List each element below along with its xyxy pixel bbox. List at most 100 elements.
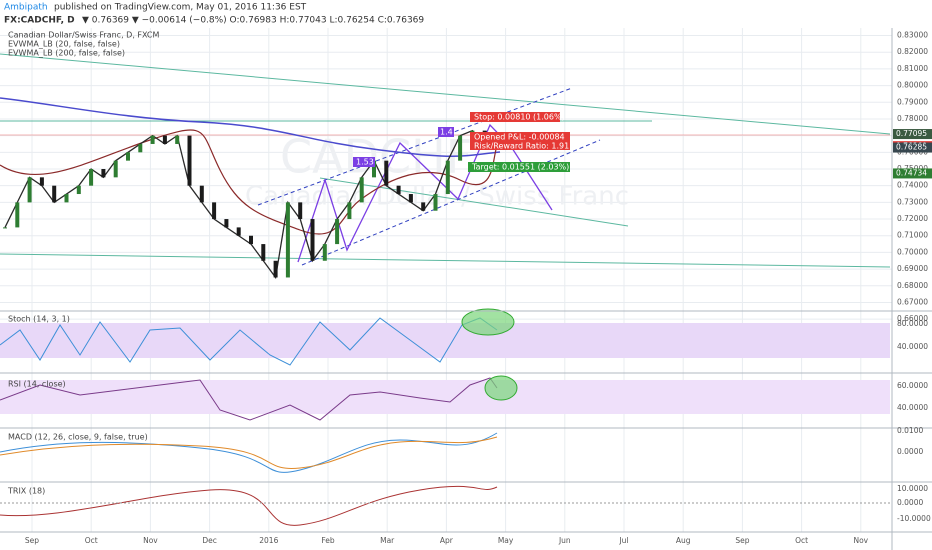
price-tag-label: 0.76285 [896,143,927,152]
indicator-label: Stoch (14, 3, 1) [8,315,70,324]
axis-label: 0.0000 [897,498,923,507]
price-tick-label: 0.73000 [897,197,928,206]
candle [89,169,94,186]
highlight [461,308,515,336]
target-label: Target: 0.01551 (2.03%) [471,163,569,172]
candle [212,202,217,220]
trend-line [0,53,891,135]
rsi-band [0,380,890,414]
rr-label: Risk/Reward Ratio: 1.91 [474,142,569,151]
time-label: Oct [795,536,808,545]
ratio-box [353,157,375,167]
indicator-panels [0,28,932,550]
price-tag [893,168,932,179]
price-tag [893,129,932,140]
candle [310,219,315,261]
candle [285,202,290,278]
price-tick-label: 0.83000 [897,31,928,40]
stoch-line [0,317,498,366]
rsi-line [0,377,498,421]
candle [396,185,401,195]
candle [126,152,130,161]
time-label: Sep [25,536,39,545]
candle [150,135,155,144]
evwma-200 [0,97,501,157]
time-label: May [498,536,514,545]
axis-label: -10.0000 [897,514,931,523]
target-box [468,162,570,172]
stop-label: Stop: 0.00810 (1.06%) [474,113,565,122]
candle [199,185,204,203]
price-line [4,129,498,280]
stoch-band [0,323,890,358]
price-tick-label: 0.70000 [897,247,928,256]
candle [408,194,413,203]
price-tag-label: 0.74734 [896,168,927,177]
time-label: Nov [143,536,158,545]
candle [162,135,167,144]
candle [15,202,20,228]
candle [359,177,364,203]
candle [261,244,266,261]
candle [372,160,376,178]
candle [347,202,352,220]
axis-label: 40.0000 [897,403,928,412]
time-label: Mar [380,536,395,545]
legend-item: EVWMA_LB (20, false, false) [8,40,120,49]
axis-label: 40.0000 [897,342,928,351]
axis-label: 80.0000 [897,319,928,328]
pnl-box [470,132,570,150]
candle [113,160,118,178]
axis-label: 0.0000 [897,447,923,456]
axis-label: 0.0100 [897,426,923,435]
time-label: Dec [202,536,217,545]
candle [458,135,463,161]
candle [433,194,438,211]
candle [249,235,253,245]
indicator-label: RSI (14, close) [8,380,66,389]
axis-label: 10.0000 [897,484,928,493]
ratio-box [438,127,454,137]
price-tick-label: 0.68000 [897,281,928,290]
candle [27,177,32,203]
price-tick-label: 0.81000 [897,64,928,73]
price-tag-label: 0.77095 [896,129,927,138]
candle [52,185,57,203]
highlight [484,375,518,401]
time-label: Feb [321,536,335,545]
candle [236,227,241,236]
pnl-label: Opened P&L: -0.00084 [474,133,565,142]
candle [322,244,327,261]
candle [64,194,69,203]
price-tick-label: 0.78000 [897,114,928,123]
candle [445,160,450,195]
author[interactable]: Ambipath [4,3,48,13]
price-series [3,129,499,280]
candle [3,227,7,229]
candle [298,202,303,220]
candle [175,135,180,144]
time-axis: Sep Oct Nov Dec 2016 Feb Mar Apr May Jun Jul Aug Sep… [25,536,869,545]
published: published on TradingView.com, May 01, 20… [54,3,307,13]
price-tick-label: 0.67000 [897,297,928,306]
symbol: FX:CADCHF, D [4,16,75,26]
signal-line [0,436,498,469]
candle [138,143,143,153]
price-tag [893,142,932,153]
candle [421,202,426,211]
time-label: Sep [735,536,749,545]
candle [39,177,44,186]
price-tick-label: 0.72000 [897,214,928,223]
indicator-label: MACD (12, 26, close, 9, false, true) [8,433,148,442]
price-tick-label: 0.79000 [897,97,928,106]
time-label: Jul [618,536,628,545]
ratio-label: 1.53 [356,158,374,167]
candle [384,160,389,186]
time-label: Oct [85,536,98,545]
price-tick-label: 0.80000 [897,81,928,90]
price-tick-label: 0.82000 [897,47,928,56]
time-label: 2016 [259,536,278,545]
time-label: Nov [853,536,868,545]
